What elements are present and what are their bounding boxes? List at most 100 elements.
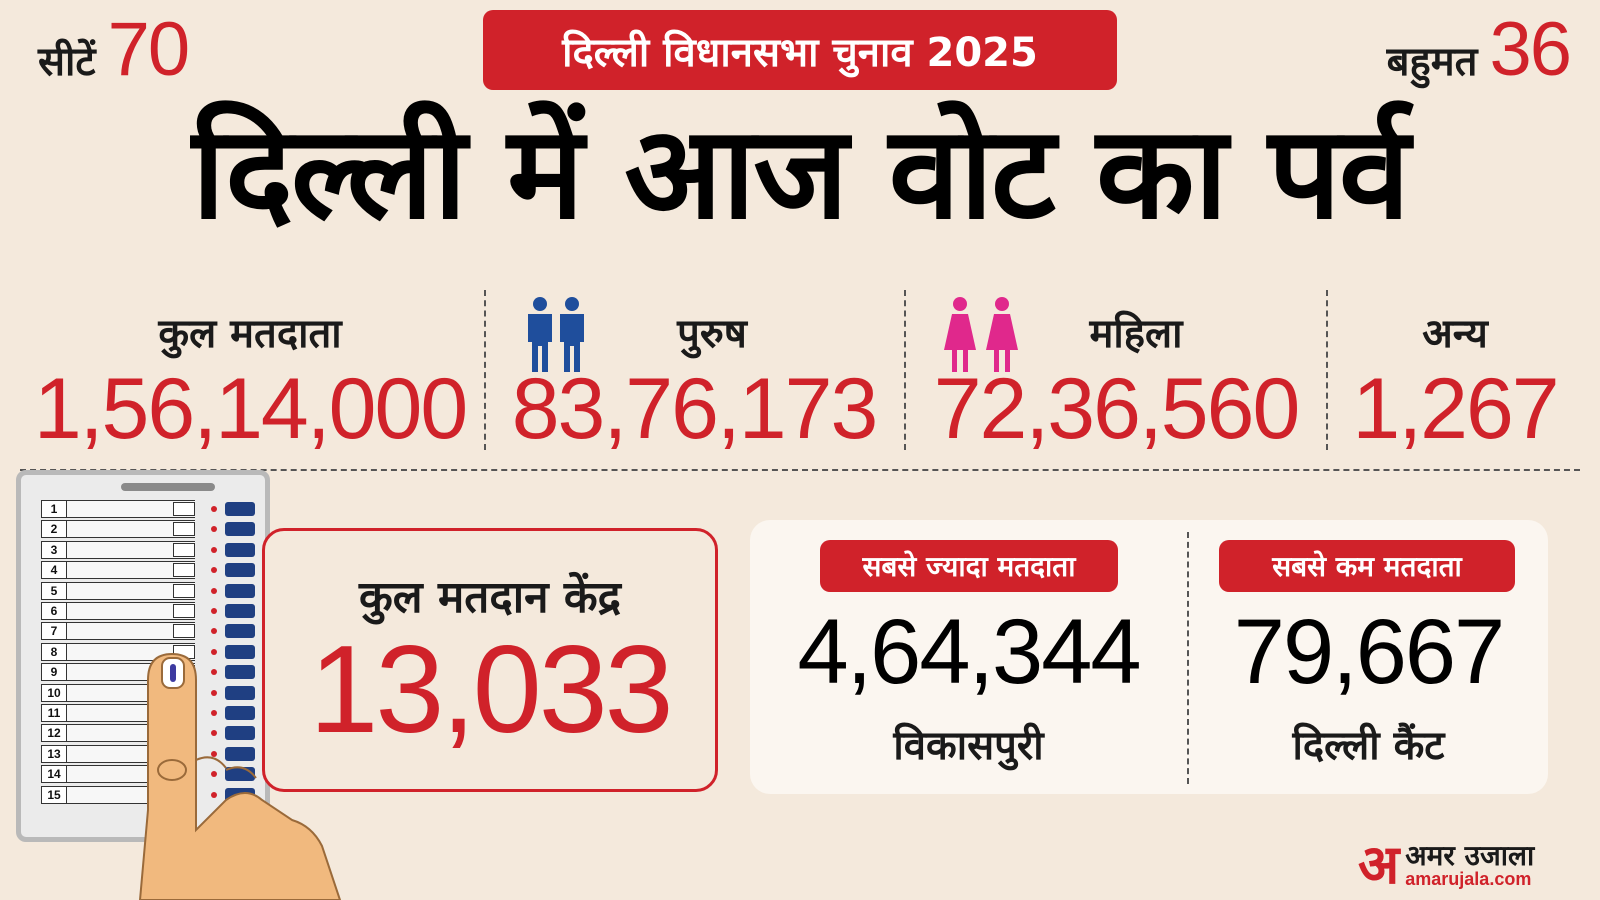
polling-centres-card: कुल मतदान केंद्र 13,033 — [262, 528, 718, 792]
other-voters: अन्य 1,267 — [1330, 296, 1580, 457]
total-voters-value: 1,56,14,000 — [33, 361, 468, 457]
total-voters: कुल मतदाता 1,56,14,000 — [20, 296, 480, 457]
evm-vote-button — [225, 542, 255, 557]
seats-count: सीटें 70 — [38, 6, 191, 93]
evm-row-number: 9 — [41, 663, 67, 682]
evm-vote-button — [225, 706, 255, 720]
evm-indicator-light — [211, 710, 217, 716]
majority-count: बहुमत 36 — [1386, 6, 1572, 93]
evm-row-slot — [67, 500, 195, 518]
evm-symbol-box — [173, 502, 195, 516]
evm-handle — [121, 483, 215, 491]
evm-vote-button — [225, 522, 255, 537]
evm-row-slot — [67, 602, 195, 620]
divider — [1326, 290, 1328, 450]
most-voters: सबसे ज्यादा मतदाता 4,64,344 विकासपुरी — [750, 520, 1187, 794]
evm-machine-icon: 1 2 3 4 5 6 7 8 9 10 11 12 13 14 15 — [16, 470, 270, 842]
divider — [1187, 532, 1189, 784]
evm-row-number: 11 — [41, 704, 67, 722]
evm-row-number: 5 — [41, 581, 67, 600]
evm-indicator-light — [211, 648, 217, 655]
evm-symbol-box — [173, 542, 195, 557]
evm-row-number: 6 — [41, 602, 67, 620]
evm-vote-button — [225, 563, 255, 578]
evm-candidate-row: 5 — [41, 581, 255, 601]
evm-row-slot — [67, 520, 195, 539]
evm-candidate-row: 7 — [41, 621, 255, 641]
evm-indicator-light — [211, 567, 217, 574]
evm-row-slot — [67, 540, 195, 559]
divider — [484, 290, 486, 450]
evm-indicator-light — [211, 771, 217, 778]
evm-vote-button — [225, 624, 255, 639]
evm-indicator-light — [211, 669, 217, 676]
evm-candidate-row: 2 — [41, 519, 255, 539]
polling-centres-label: कुल मतदान केंद्र — [359, 572, 621, 623]
male-voters: पुरुष 83,76,173 — [488, 296, 900, 457]
election-banner: दिल्ली विधानसभा चुनाव 2025 — [483, 10, 1117, 90]
evm-vote-button — [225, 604, 255, 618]
evm-row-number: 1 — [41, 500, 67, 518]
evm-row-number: 4 — [41, 561, 67, 580]
other-voters-value: 1,267 — [1352, 361, 1559, 457]
total-voters-label: कुल मतदाता — [158, 311, 342, 357]
logo-url: amarujala.com — [1405, 869, 1532, 889]
least-voters-place: दिल्ली कैंट — [1292, 723, 1445, 769]
divider — [904, 290, 906, 450]
evm-row-slot — [67, 622, 195, 641]
evm-row-number: 10 — [41, 683, 67, 702]
evm-row-number: 13 — [41, 744, 67, 763]
most-voters-place: विकासपुरी — [893, 723, 1044, 769]
evm-row-slot — [67, 581, 195, 600]
evm-vote-button — [225, 726, 255, 741]
women-pair-icon — [944, 297, 1018, 372]
evm-candidate-row: 1 — [41, 499, 255, 519]
evm-indicator-light — [211, 608, 217, 614]
evm-indicator-light — [211, 750, 217, 757]
evm-indicator-light — [211, 506, 217, 512]
evm-row-number: 15 — [41, 785, 67, 804]
evm-vote-button — [225, 685, 255, 700]
evm-candidate-row: 3 — [41, 540, 255, 560]
most-voters-value: 4,64,344 — [797, 601, 1141, 703]
evm-candidate-row: 4 — [41, 560, 255, 580]
evm-indicator-light — [211, 526, 217, 533]
most-voters-tag: सबसे ज्यादा मतदाता — [820, 540, 1118, 592]
female-voters: महिला 72,36,560 — [908, 296, 1324, 457]
evm-indicator-light — [211, 791, 217, 798]
evm-row-number: 2 — [41, 520, 67, 539]
majority-label: बहुमत — [1386, 39, 1478, 85]
evm-indicator-light — [211, 546, 217, 553]
evm-vote-button — [225, 502, 255, 516]
evm-row-number: 7 — [41, 622, 67, 641]
evm-symbol-box — [173, 604, 195, 618]
voters-extremes-panel: सबसे ज्यादा मतदाता 4,64,344 विकासपुरी सब… — [750, 520, 1548, 794]
evm-row-slot — [67, 561, 195, 580]
seats-label: सीटें — [38, 39, 96, 85]
section-divider — [20, 469, 1580, 471]
evm-symbol-box — [173, 522, 195, 537]
polling-centres-value: 13,033 — [309, 621, 673, 759]
evm-symbol-box — [173, 624, 195, 639]
seats-value: 70 — [107, 7, 191, 92]
evm-indicator-light — [211, 689, 217, 696]
evm-vote-button — [225, 746, 255, 761]
evm-indicator-light — [211, 587, 217, 594]
evm-indicator-light — [211, 730, 217, 737]
page-title: दिल्ली में आज वोट का पर्व — [191, 99, 1410, 248]
logo-mark: अ — [1358, 833, 1400, 896]
inked-finger-icon — [138, 652, 342, 900]
evm-indicator-light — [211, 628, 217, 635]
other-voters-label: अन्य — [1422, 311, 1488, 357]
least-voters: सबसे कम मतदाता 79,667 दिल्ली कैंट — [1189, 520, 1548, 794]
evm-vote-button — [225, 644, 255, 659]
least-voters-tag: सबसे कम मतदाता — [1219, 540, 1515, 592]
least-voters-value: 79,667 — [1233, 601, 1505, 703]
men-pair-icon — [528, 297, 584, 372]
evm-vote-button — [225, 583, 255, 598]
female-voters-value: 72,36,560 — [933, 361, 1301, 457]
evm-row-number: 8 — [41, 642, 67, 661]
amar-ujala-logo: अ अमर उजाला amarujala.com — [1358, 838, 1534, 892]
majority-value: 36 — [1489, 7, 1572, 92]
evm-candidate-row: 6 — [41, 601, 255, 621]
